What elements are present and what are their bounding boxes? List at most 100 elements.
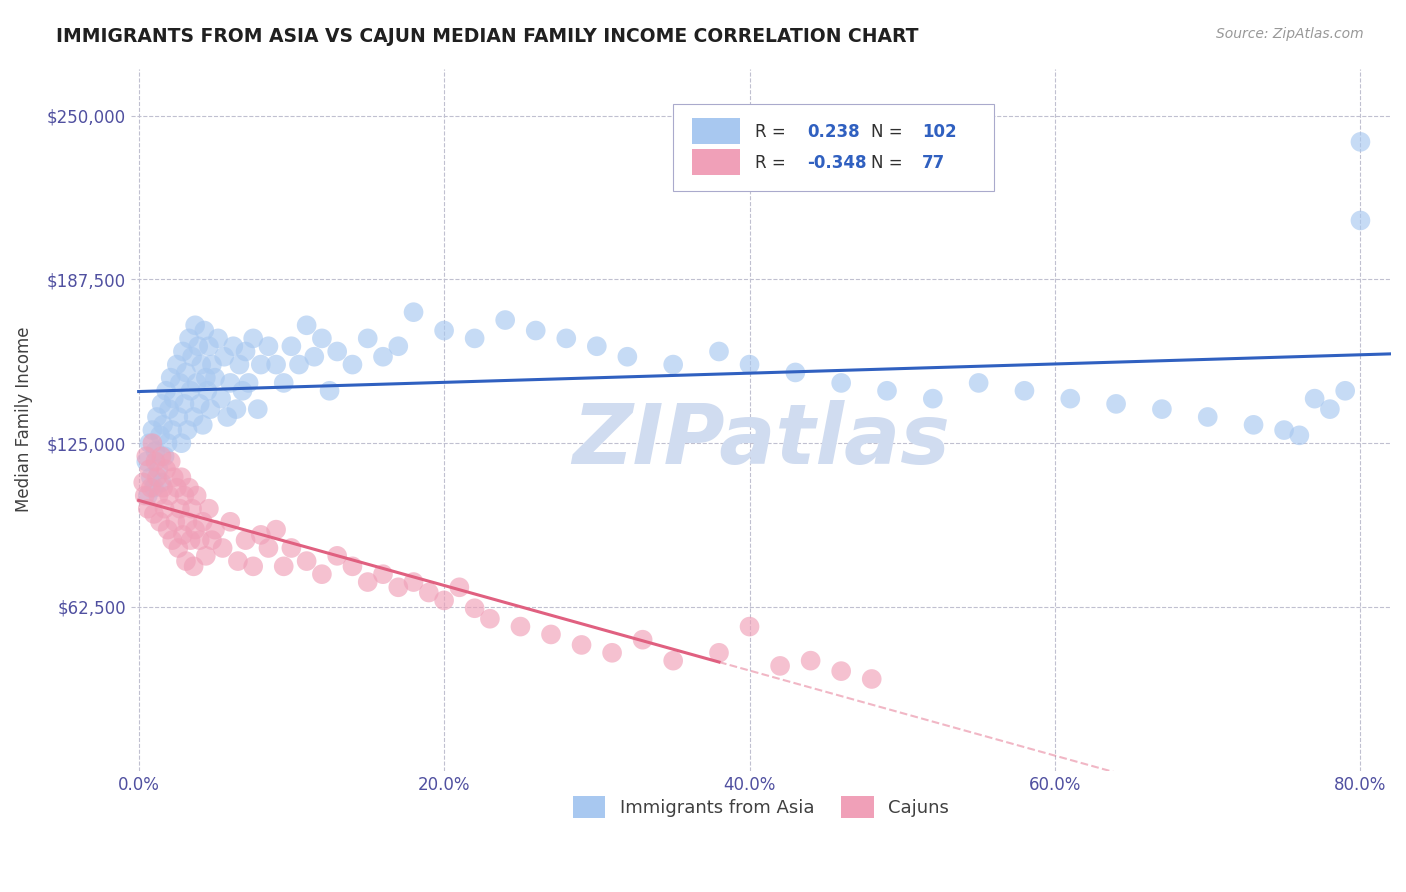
Point [769,659,792,673]
Point [280,339,302,353]
Point [174,366,197,380]
Point [201,533,224,548]
Point [250,528,273,542]
Point [222,339,245,353]
Point [142,481,165,495]
Point [169,501,191,516]
Point [183,559,205,574]
Point [662,358,685,372]
Point [449,580,471,594]
Point [304,350,326,364]
Point [186,489,208,503]
Point [342,358,364,372]
Point [433,324,456,338]
Point [191,417,214,432]
Point [524,324,547,338]
Point [166,481,188,495]
Point [555,331,578,345]
Point [176,515,198,529]
Point [184,523,207,537]
Point [139,470,162,484]
Point [238,376,260,390]
Point [295,554,318,568]
Point [148,462,170,476]
Point [1150,402,1173,417]
Point [134,489,156,503]
Point [1334,384,1357,398]
Point [250,358,273,372]
Point [148,489,170,503]
Text: N =: N = [870,154,907,172]
Point [402,575,425,590]
Point [156,523,179,537]
Point [738,358,761,372]
Point [738,619,761,633]
Legend: Immigrants from Asia, Cajuns: Immigrants from Asia, Cajuns [565,789,956,825]
Point [1350,135,1372,149]
Point [187,339,209,353]
Point [585,339,607,353]
Y-axis label: Median Family Income: Median Family Income [15,326,32,512]
Point [150,450,173,464]
Point [177,481,200,495]
Point [150,397,173,411]
Point [967,376,990,390]
Text: ZIPatlas: ZIPatlas [572,401,950,481]
Point [257,541,280,555]
Point [177,331,200,345]
Point [181,501,204,516]
Point [211,541,233,555]
Point [876,384,898,398]
Point [273,559,295,574]
Point [371,350,394,364]
Point [209,392,232,406]
Point [150,475,173,490]
Point [145,454,167,468]
Point [180,384,202,398]
FancyBboxPatch shape [673,103,994,192]
Point [357,575,380,590]
Point [342,559,364,574]
Point [217,409,239,424]
Point [318,384,340,398]
Point [191,515,214,529]
Point [242,331,264,345]
Point [157,489,180,503]
Point [540,627,562,641]
Point [616,350,638,364]
Point [357,331,380,345]
Point [257,339,280,353]
Point [1014,384,1036,398]
Text: R =: R = [755,123,790,142]
Point [162,423,184,437]
Point [162,533,184,548]
Point [153,450,176,464]
Point [142,507,165,521]
Point [163,392,186,406]
Bar [692,149,740,176]
Point [1350,213,1372,227]
Point [138,436,160,450]
Point [1243,417,1265,432]
Point [157,402,180,417]
Text: -0.348: -0.348 [807,154,868,172]
Point [264,523,287,537]
Point [235,533,257,548]
Point [311,331,333,345]
Point [170,470,193,484]
Point [1319,402,1341,417]
Point [212,350,235,364]
Point [707,344,730,359]
Point [387,339,409,353]
Point [167,409,190,424]
Point [830,376,852,390]
Point [311,567,333,582]
Point [180,533,202,548]
Point [494,313,516,327]
Point [149,428,172,442]
Point [136,489,159,503]
Point [186,376,208,390]
Point [228,358,250,372]
Point [662,654,685,668]
Point [509,619,531,633]
